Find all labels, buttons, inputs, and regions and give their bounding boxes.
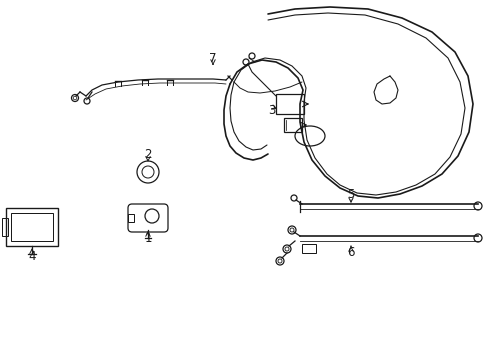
Text: 4: 4 [28, 249, 36, 262]
Bar [302, 244, 316, 253]
Bar [2, 218, 8, 236]
Text: 7: 7 [209, 51, 217, 64]
Bar [284, 118, 302, 132]
Bar [6, 208, 58, 246]
Bar [11, 213, 53, 241]
Bar [276, 94, 304, 114]
Text: 3: 3 [269, 104, 276, 117]
Text: 5: 5 [347, 188, 355, 201]
Text: 2: 2 [144, 148, 152, 161]
Text: 1: 1 [144, 233, 152, 246]
Bar [128, 214, 134, 222]
Text: 6: 6 [347, 246, 355, 258]
